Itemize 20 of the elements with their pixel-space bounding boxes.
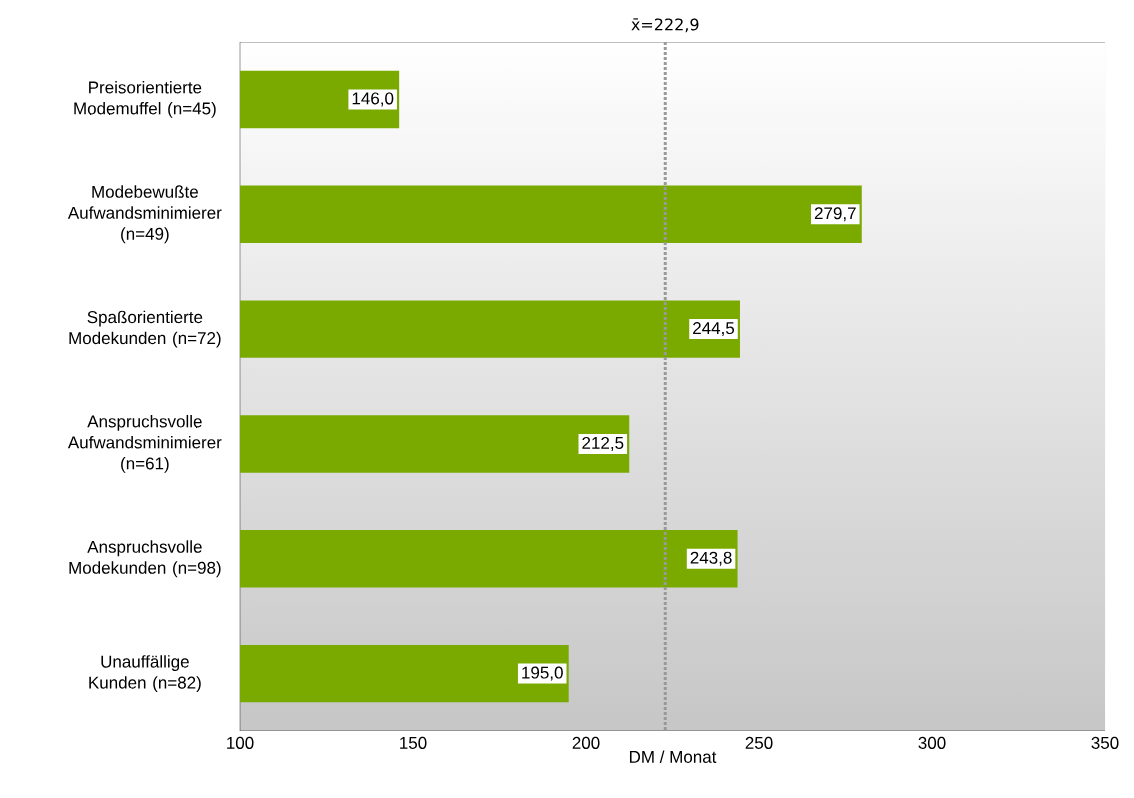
x-tick-label: 250 — [745, 736, 773, 749]
x-tick-label: 100 — [227, 736, 254, 749]
y-tick-label: Spaßorientierte Modekunden (n=72) — [69, 310, 221, 348]
ref-line-label: x̄=222,9 — [631, 18, 699, 33]
x-tick-label: 350 — [1091, 736, 1119, 749]
x-tick-label: 150 — [400, 736, 427, 749]
x-tick-label: 300 — [918, 736, 946, 749]
y-tick-label: Unauffällige Kunden (n=82) — [89, 655, 201, 692]
data-label: 212,5 — [582, 436, 624, 451]
x-axis-title: DM / Monat — [629, 750, 717, 763]
data-label: 279,7 — [814, 207, 856, 222]
data-label: 146,0 — [352, 92, 394, 107]
x-tick-label: 200 — [572, 736, 600, 749]
y-tick-label: Anspruchsvolle Modekunden (n=98) — [69, 540, 221, 578]
data-label: 243,8 — [690, 551, 732, 566]
y-tick-label: Modebewußte Aufwandsminimierer (n=49) — [67, 185, 222, 244]
data-label: 244,5 — [693, 322, 735, 337]
y-tick-label: Preisorientierte Modemuffel (n=45) — [74, 81, 216, 118]
data-label: 195,0 — [522, 666, 563, 681]
y-tick-label: Anspruchsvolle Aufwandsminimierer (n=61) — [67, 415, 222, 473]
